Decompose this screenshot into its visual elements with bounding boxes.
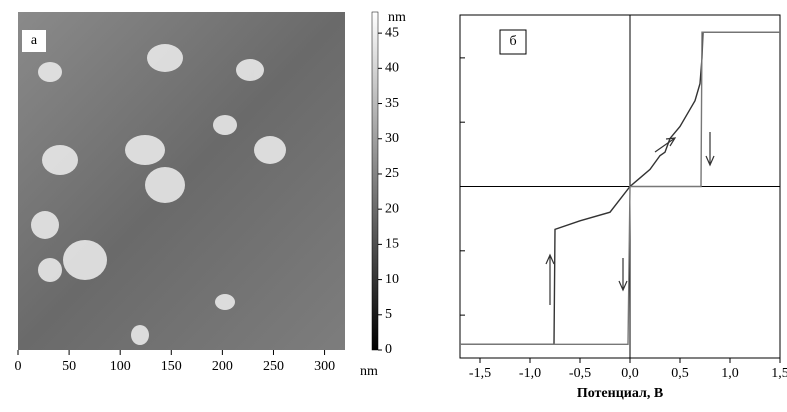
x-tick-label: 0,0 — [621, 366, 639, 381]
panel-label: б — [509, 34, 516, 49]
x-tick-label: -1,0 — [519, 366, 541, 381]
x-tick-label: 100 — [110, 359, 131, 374]
arrows — [545, 132, 715, 305]
x-tick-label: 300 — [314, 359, 335, 374]
afm-image — [18, 12, 345, 350]
x-tick-label: 250 — [263, 359, 284, 374]
colorbar-tick-label: 40 — [385, 61, 399, 76]
panel-label-box — [499, 29, 527, 55]
colorbar-tick-label: 10 — [385, 272, 399, 287]
colorbar-tick-label: 20 — [385, 201, 399, 216]
x-tick-label: -1,5 — [469, 366, 491, 381]
curve — [460, 31, 780, 345]
x-tick-label: 0,5 — [671, 366, 689, 381]
colorbar — [371, 11, 379, 351]
colorbar-tick-label: 45 — [385, 25, 399, 40]
x-tick-label: 0 — [15, 359, 22, 374]
x-axis-label: Потенциал, В — [577, 386, 663, 401]
x-unit: nm — [360, 364, 378, 379]
colorbar-tick-label: 15 — [385, 237, 399, 252]
colorbar-tick-label: 25 — [385, 166, 399, 181]
colorbar-tick-label: 5 — [385, 307, 392, 322]
panel-label: а — [31, 33, 38, 48]
colorbar-tick-label: 35 — [385, 96, 399, 111]
x-tick-label: 50 — [62, 359, 76, 374]
colorbar-tick-label: 30 — [385, 131, 399, 146]
x-tick-label: -0,5 — [569, 366, 591, 381]
x-tick-label: 200 — [212, 359, 233, 374]
colorbar-label: nm — [388, 10, 406, 25]
x-tick-label: 1,0 — [721, 366, 739, 381]
curve — [460, 31, 780, 345]
x-tick-label: 1,5 — [771, 366, 787, 381]
x-tick-label: 150 — [161, 359, 182, 374]
colorbar-tick-label: 0 — [385, 342, 392, 357]
